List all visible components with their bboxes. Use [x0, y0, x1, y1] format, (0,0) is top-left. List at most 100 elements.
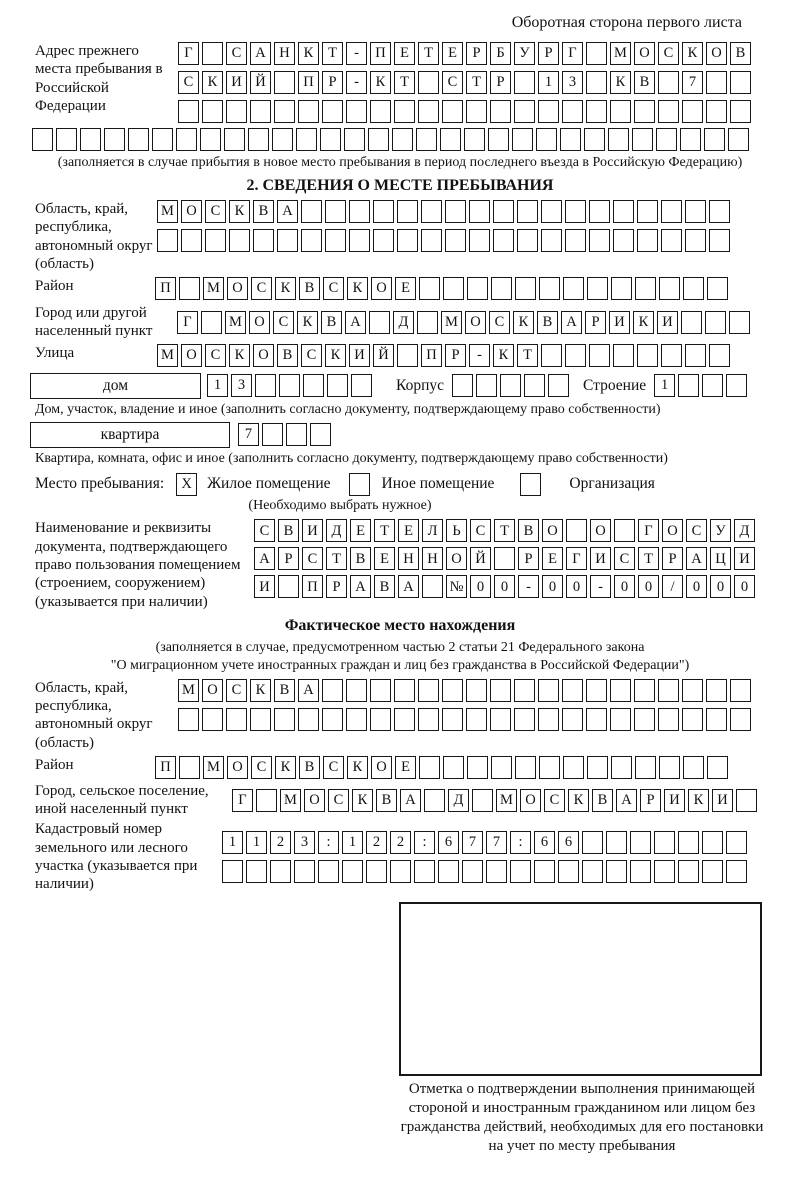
char-box[interactable] [469, 199, 490, 223]
char-box[interactable] [658, 100, 679, 123]
char-box[interactable]: К [347, 277, 368, 301]
char-box[interactable]: - [518, 575, 539, 599]
apartment-type-box[interactable]: квартира [30, 421, 230, 448]
char-box[interactable] [301, 228, 322, 252]
char-box[interactable]: В [299, 755, 320, 779]
char-box[interactable]: В [278, 519, 299, 543]
char-box[interactable] [606, 831, 627, 855]
char-box[interactable] [562, 707, 583, 731]
char-box[interactable]: Г [178, 42, 199, 65]
char-box[interactable]: Г [638, 519, 659, 543]
char-box[interactable]: Д [393, 310, 414, 334]
char-box[interactable] [538, 707, 559, 731]
char-box[interactable] [611, 755, 632, 779]
char-box[interactable] [565, 199, 586, 223]
char-box[interactable]: Т [517, 343, 538, 367]
char-box[interactable] [538, 678, 559, 702]
char-box[interactable] [253, 228, 274, 252]
char-box[interactable] [128, 128, 149, 151]
char-box[interactable] [582, 860, 603, 884]
char-box[interactable] [658, 707, 679, 731]
char-box[interactable] [229, 228, 250, 252]
char-box[interactable] [611, 277, 632, 301]
char-box[interactable]: И [254, 575, 275, 599]
char-box[interactable]: И [609, 310, 630, 334]
char-box[interactable]: С [328, 788, 349, 812]
char-box[interactable]: О [227, 277, 248, 301]
char-box[interactable] [563, 755, 584, 779]
char-box[interactable] [702, 860, 723, 884]
char-box[interactable] [442, 678, 463, 702]
char-box[interactable] [589, 199, 610, 223]
char-box[interactable] [587, 277, 608, 301]
char-box[interactable] [370, 100, 391, 123]
char-box[interactable]: М [178, 678, 199, 702]
char-box[interactable] [421, 228, 442, 252]
char-box[interactable]: 0 [566, 575, 587, 599]
char-box[interactable] [178, 100, 199, 123]
char-box[interactable]: М [610, 42, 631, 65]
char-box[interactable]: 0 [614, 575, 635, 599]
char-box[interactable] [683, 755, 704, 779]
char-box[interactable] [614, 519, 635, 543]
char-box[interactable]: 1 [654, 374, 676, 398]
char-box[interactable]: С [205, 199, 226, 223]
char-box[interactable] [682, 707, 703, 731]
char-box[interactable] [730, 678, 751, 702]
char-box[interactable]: Е [374, 547, 395, 571]
char-box[interactable]: В [299, 277, 320, 301]
char-box[interactable] [558, 860, 579, 884]
char-box[interactable]: А [398, 575, 419, 599]
char-box[interactable]: 3 [231, 374, 252, 398]
char-box[interactable] [536, 128, 557, 151]
char-box[interactable] [152, 128, 173, 151]
char-box[interactable] [201, 310, 222, 334]
char-box[interactable] [515, 755, 536, 779]
char-box[interactable]: 3 [294, 831, 315, 855]
char-box[interactable]: О [181, 343, 202, 367]
char-box[interactable]: О [520, 788, 541, 812]
char-box[interactable] [346, 678, 367, 702]
char-box[interactable]: М [157, 199, 178, 223]
char-box[interactable]: Н [398, 547, 419, 571]
char-box[interactable]: В [277, 343, 298, 367]
char-box[interactable] [394, 707, 415, 731]
char-box[interactable] [222, 860, 243, 884]
char-box[interactable] [515, 277, 536, 301]
char-box[interactable] [514, 71, 535, 94]
char-box[interactable] [414, 860, 435, 884]
char-box[interactable] [658, 678, 679, 702]
char-box[interactable]: П [302, 575, 323, 599]
char-box[interactable] [467, 277, 488, 301]
char-box[interactable] [586, 100, 607, 123]
char-box[interactable]: О [202, 678, 223, 702]
char-box[interactable]: О [304, 788, 325, 812]
char-box[interactable] [419, 755, 440, 779]
char-box[interactable]: А [616, 788, 637, 812]
char-box[interactable]: С [658, 42, 679, 65]
char-box[interactable]: К [347, 755, 368, 779]
char-box[interactable] [303, 374, 324, 398]
char-box[interactable] [661, 199, 682, 223]
char-box[interactable]: Й [250, 71, 271, 94]
char-box[interactable] [678, 860, 699, 884]
char-box[interactable]: : [414, 831, 435, 855]
char-box[interactable]: В [634, 71, 655, 94]
char-box[interactable] [659, 755, 680, 779]
char-box[interactable] [370, 707, 391, 731]
char-box[interactable]: И [349, 343, 370, 367]
char-box[interactable] [539, 277, 560, 301]
char-box[interactable]: 6 [534, 831, 555, 855]
checkbox-other-premises[interactable] [348, 472, 370, 496]
char-box[interactable] [318, 860, 339, 884]
char-box[interactable] [488, 128, 509, 151]
char-box[interactable] [680, 128, 701, 151]
char-box[interactable]: О [542, 519, 563, 543]
char-box[interactable] [179, 755, 200, 779]
char-box[interactable] [438, 860, 459, 884]
char-box[interactable]: К [688, 788, 709, 812]
char-box[interactable] [706, 707, 727, 731]
char-box[interactable] [422, 575, 443, 599]
char-box[interactable] [342, 860, 363, 884]
char-box[interactable]: К [370, 71, 391, 94]
